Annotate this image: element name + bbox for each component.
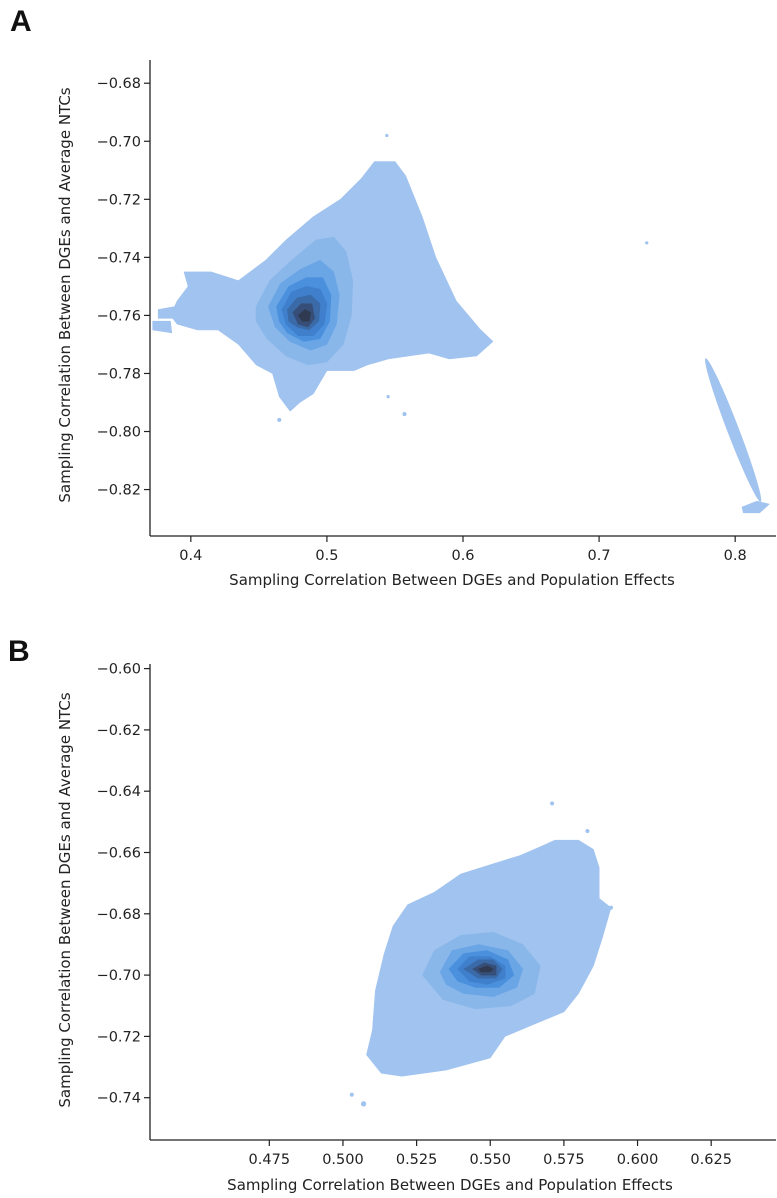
x-tick-label-b-1: 0.500 — [322, 1152, 364, 1168]
density-ellipse-a-0 — [705, 358, 762, 502]
density-speck-a-3 — [386, 395, 390, 399]
x-axis-b: 0.475 0.500 0.525 0.550 0.575 0.600 0.625 — [249, 1140, 732, 1168]
panel-letter-b: B — [8, 635, 30, 668]
y-tick-label-b-0: −0.60 — [97, 662, 141, 678]
y-tick-label-a-5: −0.78 — [97, 366, 141, 382]
y-tick-label-b-3: −0.66 — [97, 845, 141, 861]
density-speck-a-5 — [210, 272, 215, 277]
x-tick-label-b-4: 0.575 — [543, 1152, 585, 1168]
density-speck-b-2 — [550, 801, 555, 806]
x-tick-label-a-1: 0.5 — [315, 548, 338, 564]
y-tick-label-a-6: −0.80 — [97, 425, 141, 441]
density-speck-b-3 — [585, 828, 590, 834]
chart-b: 0.475 0.500 0.525 0.550 0.575 0.600 0.625 −0.6… — [56, 662, 776, 1194]
x-tick-label-b-2: 0.525 — [396, 1152, 438, 1168]
x-tick-label-a-2: 0.6 — [451, 548, 474, 564]
density-region-a-level-8-10 — [297, 309, 311, 322]
density-region-a-level-1-3 — [741, 500, 770, 514]
y-axis-label-b: Sampling Correlation Between DGEs and Av… — [56, 692, 74, 1107]
y-axis-label-a: Sampling Correlation Between DGEs and Av… — [56, 87, 74, 502]
y-tick-label-a-0: −0.68 — [97, 76, 141, 92]
density-speck-a-4 — [277, 417, 282, 422]
density-speck-a-2 — [402, 412, 407, 417]
x-tick-label-b-0: 0.475 — [249, 1152, 291, 1168]
y-tick-label-b-7: −0.74 — [97, 1091, 141, 1107]
y-tick-label-b-2: −0.64 — [97, 784, 141, 800]
x-axis-label-b: Sampling Correlation Between DGEs and Po… — [227, 1176, 673, 1194]
density-region-a-level-1-2 — [152, 320, 173, 334]
density-speck-b-0 — [360, 1101, 367, 1107]
density-speck-b-1 — [349, 1092, 354, 1097]
density-speck-a-0 — [385, 133, 389, 138]
density-speck-a-1 — [645, 241, 649, 245]
y-tick-label-b-5: −0.70 — [97, 968, 141, 984]
y-tick-label-a-4: −0.76 — [97, 308, 141, 324]
plot-area-a — [152, 133, 770, 514]
y-tick-label-b-1: −0.62 — [97, 723, 141, 739]
x-tick-label-a-0: 0.4 — [179, 548, 202, 564]
density-region-b-level-8-7 — [478, 965, 494, 973]
y-axis-b: −0.60 −0.62 −0.64 −0.66 −0.68 −0.70 −0.72 −0.74 — [97, 662, 150, 1107]
plot-area-b — [349, 801, 614, 1107]
y-tick-label-a-3: −0.74 — [97, 250, 141, 266]
density-speck-b-4 — [608, 905, 614, 910]
panel-letter-a: A — [10, 5, 32, 38]
x-tick-label-b-3: 0.550 — [469, 1152, 511, 1168]
chart-a: 0.4 0.5 0.6 0.7 0.8 −0.68 −0.70 −0.72 −0.74 −0.7… — [56, 60, 776, 589]
y-axis-a: −0.68 −0.70 −0.72 −0.74 −0.76 −0.78 −0.80 −0.82 — [97, 76, 150, 499]
x-axis-label-a: Sampling Correlation Between DGEs and Po… — [229, 571, 675, 589]
x-tick-label-b-6: 0.625 — [690, 1152, 732, 1168]
x-tick-label-b-5: 0.600 — [617, 1152, 659, 1168]
x-axis-a: 0.4 0.5 0.6 0.7 0.8 — [179, 536, 747, 564]
density-region-a-level-1-1 — [157, 306, 178, 319]
y-tick-label-a-7: −0.82 — [97, 483, 141, 499]
x-tick-label-a-4: 0.8 — [724, 548, 747, 564]
x-tick-label-a-3: 0.7 — [588, 548, 611, 564]
y-tick-label-a-2: −0.72 — [97, 192, 141, 208]
y-tick-label-b-4: −0.68 — [97, 907, 141, 923]
y-tick-label-a-1: −0.70 — [97, 134, 141, 150]
y-tick-label-b-6: −0.72 — [97, 1029, 141, 1045]
